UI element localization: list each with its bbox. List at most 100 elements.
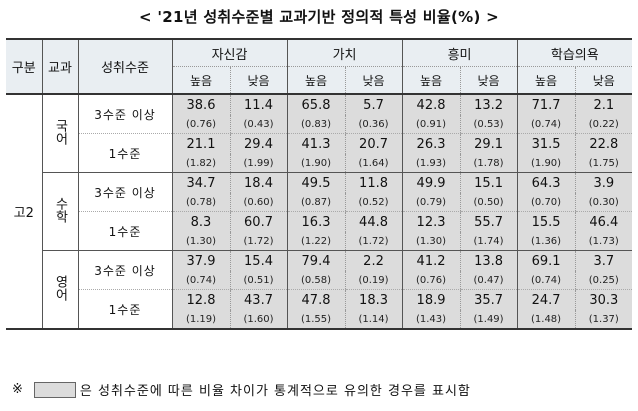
- standard-error-cell: (0.19): [344, 271, 403, 290]
- value-cell: 64.3: [516, 172, 576, 193]
- shade-legend-swatch: [33, 381, 76, 398]
- footnote: ※ 은 성취수준에 따른 비율 차이가 통계적으로 유의한 경우를 표시함: [12, 380, 471, 399]
- standard-error-cell: (1.75): [574, 154, 633, 173]
- standard-error-cell: (0.74): [171, 271, 230, 290]
- standard-error-cell: (0.53): [459, 115, 518, 134]
- header-high: 높음: [516, 66, 576, 95]
- header-high: 높음: [171, 66, 230, 95]
- standard-error-cell: (1.72): [344, 232, 403, 251]
- value-cell: 13.2: [459, 94, 518, 115]
- value-cell: 20.7: [344, 133, 403, 154]
- table-row-values: 1수준 21.1 29.4 41.3 20.7 26.3 29.1 31.5 22.8: [6, 133, 633, 173]
- value-cell: 31.5: [516, 133, 576, 154]
- standard-error-cell: (1.48): [516, 310, 576, 330]
- value-cell: 55.7: [459, 211, 518, 232]
- subject-label: 영어: [52, 274, 68, 301]
- value-cell: 18.3: [344, 289, 403, 310]
- value-cell: 65.8: [286, 94, 346, 115]
- standard-error-cell: (1.14): [344, 310, 403, 330]
- standard-error-cell: (0.47): [459, 271, 518, 290]
- value-cell: 2.1: [574, 94, 633, 115]
- value-cell: 11.4: [229, 94, 288, 115]
- header-trait-confidence: 자신감: [171, 38, 288, 67]
- standard-error-cell: (0.79): [401, 193, 461, 212]
- standard-error-cell: (0.25): [574, 271, 633, 290]
- footnote-mark: ※: [12, 382, 24, 397]
- table-row-se: (0.76) (0.43) (0.83) (0.36) (0.91) (0.53) (0.7…: [6, 115, 633, 134]
- standard-error-cell: (0.58): [286, 271, 346, 290]
- value-cell: 38.6: [171, 94, 230, 115]
- standard-error-cell: (0.22): [574, 115, 633, 134]
- value-cell: 22.8: [574, 133, 633, 154]
- standard-error-cell: (1.60): [229, 310, 288, 330]
- standard-error-cell: (0.78): [171, 193, 230, 212]
- level-cell: 1수준: [77, 133, 172, 173]
- standard-error-cell: (1.22): [286, 232, 346, 251]
- standard-error-cell: (1.30): [171, 232, 230, 251]
- value-cell: 15.5: [516, 211, 576, 232]
- standard-error-cell: (1.19): [171, 310, 230, 330]
- value-cell: 44.8: [344, 211, 403, 232]
- header-trait-value: 가치: [286, 38, 403, 67]
- header-level: 성취수준: [77, 38, 172, 95]
- value-cell: 13.8: [459, 250, 518, 271]
- standard-error-cell: (1.55): [286, 310, 346, 330]
- value-cell: 11.8: [344, 172, 403, 193]
- value-cell: 47.8: [286, 289, 346, 310]
- standard-error-cell: (1.37): [574, 310, 633, 330]
- table-title: < '21년 성취수준별 교과기반 정의적 특성 비율(%) >: [138, 8, 500, 26]
- table-row-se: (0.74) (0.51) (0.58) (0.19) (0.76) (0.47) (0.7…: [6, 271, 633, 290]
- value-cell: 26.3: [401, 133, 461, 154]
- table-row-se: (1.30) (1.72) (1.22) (1.72) (1.30) (1.74) (1.3…: [6, 232, 633, 251]
- value-cell: 21.1: [171, 133, 230, 154]
- header-group: 구분: [6, 38, 42, 95]
- subject-label: 국어: [52, 118, 68, 145]
- standard-error-cell: (1.30): [401, 232, 461, 251]
- standard-error-cell: (0.52): [344, 193, 403, 212]
- value-cell: 18.4: [229, 172, 288, 193]
- standard-error-cell: (0.70): [516, 193, 576, 212]
- header-low: 낮음: [344, 66, 403, 95]
- standard-error-cell: (0.51): [229, 271, 288, 290]
- standard-error-cell: (1.73): [574, 232, 633, 251]
- standard-error-cell: (1.93): [401, 154, 461, 173]
- table-row-se: (1.19) (1.60) (1.55) (1.14) (1.43) (1.49) (1.4…: [6, 310, 633, 330]
- header-low: 낮음: [574, 66, 633, 95]
- value-cell: 3.9: [574, 172, 633, 193]
- value-cell: 12.3: [401, 211, 461, 232]
- standard-error-cell: (0.60): [229, 193, 288, 212]
- standard-error-cell: (1.78): [459, 154, 518, 173]
- value-cell: 8.3: [171, 211, 230, 232]
- value-cell: 79.4: [286, 250, 346, 271]
- level-cell: 1수준: [77, 289, 172, 330]
- standard-error-cell: (0.74): [516, 271, 576, 290]
- results-table: 구분 교과 성취수준 자신감 가치 흥미 학습의욕 높음 낮음 높음 낮음 높음…: [6, 38, 633, 330]
- header-subject: 교과: [41, 38, 78, 95]
- standard-error-cell: (1.99): [229, 154, 288, 173]
- table-row-values: 1수준 12.8 43.7 47.8 18.3 18.9 35.7 24.7 30.3: [6, 289, 633, 330]
- standard-error-cell: (0.87): [286, 193, 346, 212]
- value-cell: 49.5: [286, 172, 346, 193]
- standard-error-cell: (0.74): [516, 115, 576, 134]
- standard-error-cell: (1.90): [286, 154, 346, 173]
- standard-error-cell: (1.82): [171, 154, 230, 173]
- value-cell: 49.9: [401, 172, 461, 193]
- standard-error-cell: (1.74): [459, 232, 518, 251]
- standard-error-cell: (0.76): [401, 271, 461, 290]
- table-body: 고2 국어 3수준 이상 38.6 11.4 65.8 5.7 42.8 13.2 71.7 2.1…: [6, 94, 633, 330]
- subject-label: 수학: [52, 196, 68, 223]
- value-cell: 46.4: [574, 211, 633, 232]
- value-cell: 30.3: [574, 289, 633, 310]
- standard-error-cell: (1.90): [516, 154, 576, 173]
- standard-error-cell: (0.36): [344, 115, 403, 134]
- level-cell: 1수준: [77, 211, 172, 251]
- value-cell: 41.2: [401, 250, 461, 271]
- table-row-se: (0.78) (0.60) (0.87) (0.52) (0.79) (0.50) (0.7…: [6, 193, 633, 212]
- table-row-values: 수학 3수준 이상 34.7 18.4 49.5 11.8 49.9 15.1 64.3 3.9: [6, 172, 633, 251]
- value-cell: 34.7: [171, 172, 230, 193]
- standard-error-cell: (1.49): [459, 310, 518, 330]
- value-cell: 69.1: [516, 250, 576, 271]
- table-row-values: 고2 국어 3수준 이상 38.6 11.4 65.8 5.7 42.8 13.2 71.7 2.1: [6, 94, 633, 330]
- header-low: 낮음: [229, 66, 288, 95]
- standard-error-cell: (0.43): [229, 115, 288, 134]
